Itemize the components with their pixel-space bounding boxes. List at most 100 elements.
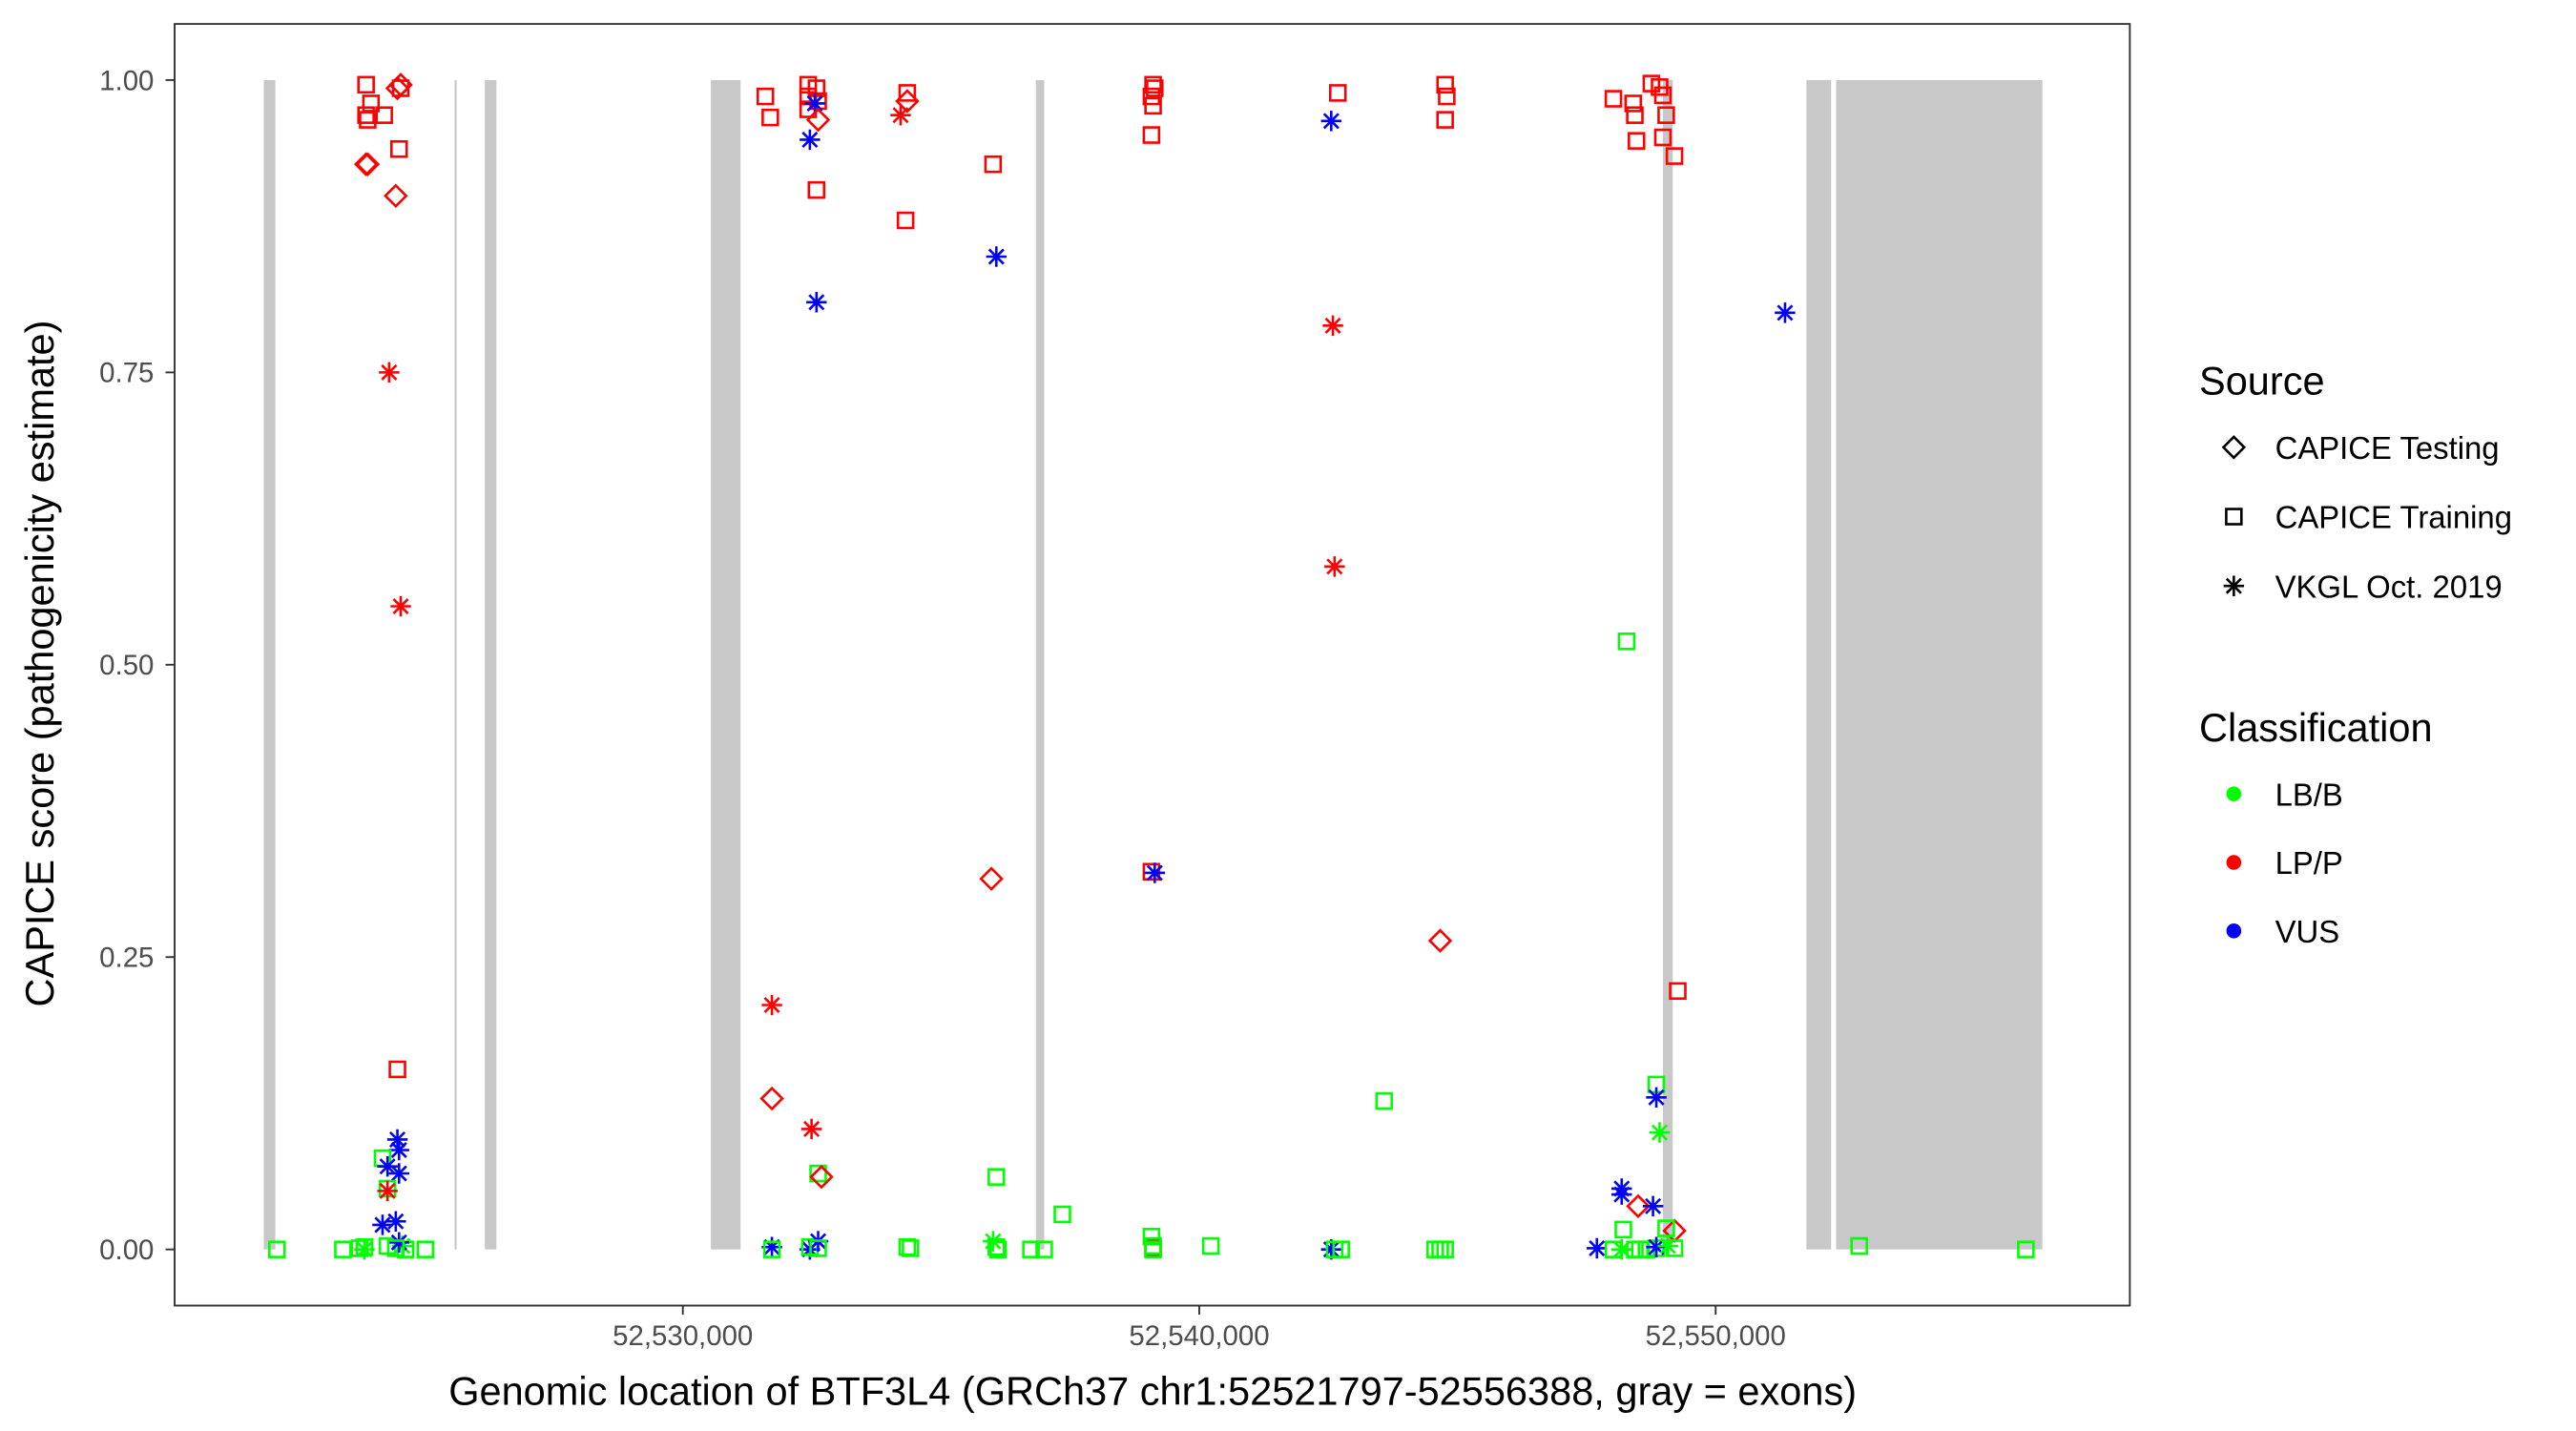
data-point-14 [390, 595, 411, 617]
data-point-65 [809, 1164, 827, 1183]
legend-classification-label: LB/B [2275, 777, 2343, 812]
x-tick-label: 52,530,000 [613, 1320, 753, 1352]
exon-bar-2 [454, 79, 457, 1250]
data-point-13 [379, 362, 400, 384]
y-tick-label: 0.25 [99, 943, 154, 974]
data-point-124 [1657, 1219, 1675, 1237]
data-point-45 [800, 129, 821, 151]
data-point-4 [388, 73, 413, 97]
exon-bar-8 [1836, 79, 2043, 1250]
data-point-1 [357, 75, 375, 94]
x-axis-title: Genomic location of BTF3L4 (GRCh37 chr1:… [448, 1368, 1857, 1413]
legend-classification-label: VUS [2275, 914, 2340, 949]
data-point-81 [1053, 1205, 1071, 1224]
data-point-80 [1035, 1240, 1053, 1258]
data-point-36 [756, 87, 775, 106]
legend-source: Source CAPICE Testing CAPICE Training VKGL… [2199, 358, 2512, 604]
data-point-125 [1587, 1237, 1608, 1259]
data-point-64 [800, 1118, 822, 1140]
x-axis-ticks: 52,530,000 52,540,000 52,550,000 [613, 1305, 1786, 1352]
data-point-94 [1375, 1091, 1393, 1110]
data-point-51 [896, 211, 915, 230]
data-point-134 [1657, 1235, 1678, 1256]
legend-class-dot-icon [2226, 923, 2242, 939]
data-point-106 [1624, 94, 1643, 113]
legend-training-square-icon [2225, 508, 2243, 526]
data-point-37 [761, 108, 779, 127]
data-point-20 [388, 1163, 410, 1184]
data-point-77 [988, 1240, 1008, 1258]
data-point-114 [1669, 982, 1687, 1001]
data-point-25 [268, 1240, 286, 1258]
data-point-99 [1426, 1240, 1444, 1258]
exon-bar-7 [1806, 79, 1832, 1250]
y-tick-label: 0.00 [99, 1234, 154, 1266]
data-point-50 [890, 104, 911, 126]
data-point-109 [1628, 132, 1646, 150]
data-point-57 [1144, 75, 1162, 94]
data-point-110 [1653, 128, 1672, 147]
data-point-105 [1604, 90, 1623, 108]
y-tick-label: 0.75 [99, 358, 154, 389]
data-points [268, 73, 2035, 1260]
data-point-6 [357, 106, 375, 124]
data-point-117 [1649, 1122, 1671, 1143]
data-point-76 [987, 1237, 1006, 1256]
x-tick-label: 52,540,000 [1129, 1320, 1269, 1352]
data-point-96 [1438, 87, 1456, 106]
data-point-122 [1614, 1220, 1632, 1239]
data-point-8 [375, 106, 393, 124]
data-point-54 [979, 866, 1004, 891]
data-point-79 [1022, 1240, 1040, 1258]
legend-source-title: Source [2199, 358, 2325, 403]
data-point-93 [1332, 1240, 1350, 1258]
data-point-119 [1611, 1184, 1632, 1205]
data-point-104 [1653, 86, 1672, 105]
legend-vkgl-asterisk-icon [2223, 575, 2245, 596]
data-point-48 [898, 84, 917, 102]
data-point-112 [1775, 302, 1796, 323]
legend-class-dot-icon [2226, 786, 2242, 801]
exon-bars [263, 79, 2043, 1250]
data-point-116 [1646, 1087, 1667, 1109]
data-point-19 [377, 1155, 398, 1177]
data-point-24 [372, 1214, 393, 1235]
data-point-7 [359, 111, 377, 129]
data-point-9 [390, 139, 408, 158]
data-point-136 [2017, 1240, 2035, 1258]
data-point-88 [1329, 84, 1347, 102]
data-point-53 [986, 246, 1008, 267]
data-point-46 [807, 180, 826, 199]
data-point-97 [1436, 111, 1454, 129]
data-point-95 [1436, 75, 1454, 94]
data-point-78 [987, 1168, 1006, 1186]
data-point-107 [1626, 106, 1644, 124]
exon-bar-6 [1662, 79, 1673, 1250]
data-point-90 [1324, 556, 1345, 577]
data-point-72 [809, 1239, 827, 1257]
exon-bar-4 [711, 79, 741, 1250]
data-point-85 [1144, 1240, 1162, 1258]
exon-bar-1 [263, 79, 276, 1250]
y-tick-label: 0.50 [99, 650, 154, 681]
data-point-66 [809, 1164, 834, 1190]
data-point-17 [388, 1139, 410, 1161]
y-tick-label: 1.00 [99, 65, 154, 96]
legend-class-dot-icon [2226, 855, 2242, 870]
legend-source-label: VKGL Oct. 2019 [2275, 569, 2503, 604]
data-point-68 [762, 1240, 781, 1258]
data-point-86 [1201, 1236, 1220, 1255]
data-point-120 [1626, 1193, 1651, 1219]
legend-source-label: CAPICE Testing [2275, 430, 2500, 466]
data-point-52 [984, 155, 1003, 174]
data-point-108 [1657, 106, 1675, 124]
data-point-113 [1617, 633, 1636, 651]
data-point-63 [759, 1086, 784, 1111]
data-point-61 [1142, 126, 1161, 144]
data-point-100 [1431, 1240, 1449, 1258]
data-point-111 [1665, 147, 1684, 165]
data-point-12 [384, 183, 408, 209]
legend-classification-title: Classification [2199, 705, 2433, 750]
data-point-87 [1320, 111, 1342, 132]
